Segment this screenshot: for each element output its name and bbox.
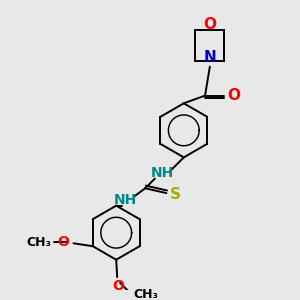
Text: N: N <box>203 50 216 65</box>
Text: O: O <box>203 16 216 32</box>
Text: O: O <box>57 235 69 249</box>
Text: CH₃: CH₃ <box>134 288 159 300</box>
Text: NH: NH <box>114 193 137 207</box>
Text: S: S <box>170 187 181 202</box>
Text: CH₃: CH₃ <box>26 236 51 249</box>
Text: O: O <box>112 279 124 293</box>
Text: NH: NH <box>151 166 174 180</box>
Text: O: O <box>227 88 240 103</box>
